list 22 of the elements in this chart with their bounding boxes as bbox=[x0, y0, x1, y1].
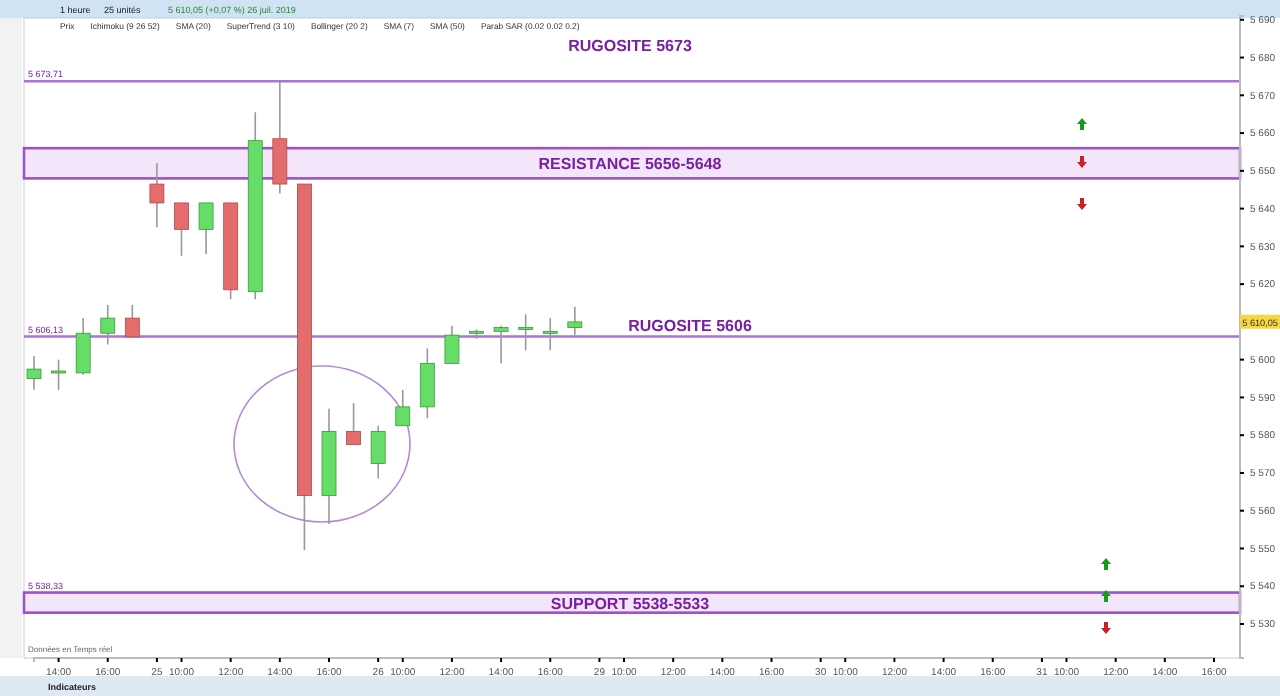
candlestick bbox=[174, 202, 189, 257]
band-label: SUPPORT 5538-5533 bbox=[550, 594, 711, 613]
candlestick bbox=[567, 305, 583, 336]
candlestick bbox=[346, 402, 361, 446]
candlestick bbox=[395, 389, 411, 427]
band-label: RESISTANCE 5656-5648 bbox=[538, 155, 723, 174]
candlestick bbox=[149, 162, 165, 229]
candlestick bbox=[419, 347, 435, 419]
candlestick bbox=[100, 304, 116, 346]
candlestick bbox=[444, 324, 460, 365]
candlestick bbox=[272, 80, 288, 195]
candlestick bbox=[198, 202, 214, 255]
candlestick bbox=[51, 358, 66, 391]
candlestick bbox=[124, 304, 140, 338]
candlestick bbox=[542, 317, 558, 352]
candlestick bbox=[26, 355, 42, 391]
candlestick bbox=[493, 324, 509, 365]
ref-line-label: RUGOSITE 5606 bbox=[628, 316, 753, 335]
candlestick bbox=[75, 317, 91, 376]
candlestick bbox=[518, 313, 534, 352]
ref-line-label: RUGOSITE 5673 bbox=[568, 37, 693, 56]
candlestick bbox=[370, 424, 386, 480]
